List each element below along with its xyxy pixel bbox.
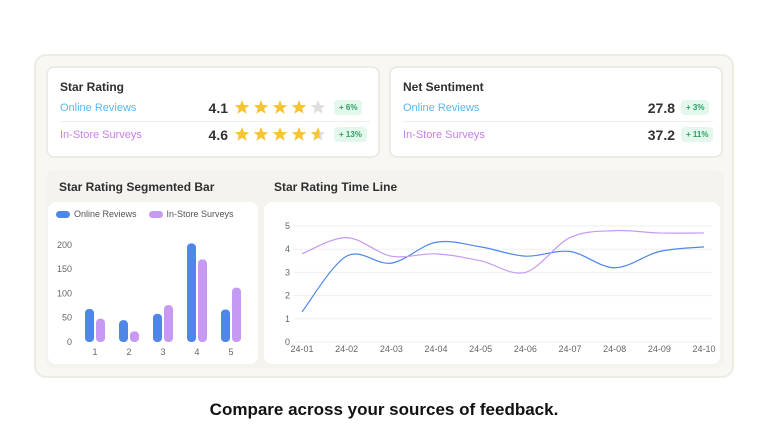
star-rating-instore-value: 4.6 xyxy=(208,127,228,143)
y-tick-label: 150 xyxy=(57,264,72,274)
net-sentiment-online-value: 27.8 xyxy=(647,100,675,116)
y-tick-label: 200 xyxy=(57,240,72,250)
y-tick-label: 3 xyxy=(285,267,290,277)
bar-online xyxy=(153,313,162,342)
x-tick-label: 24-06 xyxy=(514,344,537,354)
x-tick-label: 24-07 xyxy=(558,344,581,354)
x-tick-label: 5 xyxy=(228,347,233,357)
star-icon xyxy=(234,127,250,141)
net-sentiment-instore-badge: + 11% xyxy=(681,127,714,142)
x-tick-label: 3 xyxy=(160,347,165,357)
star-icon xyxy=(310,127,326,141)
star-icon xyxy=(253,100,269,114)
star-icon xyxy=(253,127,269,141)
y-tick-label: 4 xyxy=(285,244,290,254)
x-tick-label: 24-01 xyxy=(290,344,313,354)
x-tick-label: 24-05 xyxy=(469,344,492,354)
star-rating-online-label: Online Reviews xyxy=(60,102,137,114)
line-online xyxy=(301,240,705,313)
star-icon xyxy=(310,100,326,114)
legend-swatch-online xyxy=(56,210,70,218)
star-rating-instore-badge: + 13% xyxy=(334,127,367,142)
star-rating-online-value: 4.1 xyxy=(208,100,228,116)
y-tick-label: 100 xyxy=(57,288,72,298)
net-sentiment-online-label: Online Reviews xyxy=(403,102,480,114)
star-rating-instore-label: In-Store Surveys xyxy=(60,129,142,141)
star-rating-title: Star Rating xyxy=(60,80,125,94)
bar-instore xyxy=(232,287,241,342)
y-tick-label: 0 xyxy=(67,337,72,347)
bar-online xyxy=(221,309,230,342)
x-tick-label: 2 xyxy=(126,347,131,357)
x-tick-label: 24-03 xyxy=(380,344,403,354)
net-sentiment-instore-label: In-Store Surveys xyxy=(403,129,485,141)
segmented-bar-card: Online Reviews In-Store Surveys 0 50 100 15… xyxy=(48,202,258,364)
star-icon xyxy=(272,100,288,114)
legend-label-instore: In-Store Surveys xyxy=(166,209,234,219)
bar-online xyxy=(119,320,128,342)
star-rating-divider xyxy=(60,121,370,122)
star-icon xyxy=(234,100,250,114)
legend-label-online: Online Reviews xyxy=(74,209,137,219)
x-tick-label: 1 xyxy=(92,347,97,357)
bar-instore xyxy=(164,305,173,342)
y-tick-label: 2 xyxy=(285,291,290,301)
bar-instore xyxy=(130,331,139,342)
timeline-card: 0 1 2 3 4 5 24-01 24-02 24-03 24-04 24-05 24-06 24-0… xyxy=(264,202,720,364)
star-icon xyxy=(272,127,288,141)
y-tick-label: 1 xyxy=(285,314,290,324)
bar-instore xyxy=(96,318,105,342)
x-tick-label: 24-10 xyxy=(692,344,715,354)
net-sentiment-divider xyxy=(403,121,713,122)
y-tick-label: 50 xyxy=(62,313,72,323)
bar-instore xyxy=(198,259,207,342)
x-tick-label: 24-04 xyxy=(424,344,447,354)
bar-legend: Online Reviews In-Store Surveys xyxy=(56,209,242,219)
y-tick-label: 5 xyxy=(285,221,290,231)
segmented-bar-chart: 0 50 100 150 200 1 2 3 4 5 xyxy=(57,240,241,357)
legend-swatch-instore xyxy=(148,210,163,218)
star-rating-online-stars xyxy=(234,99,326,115)
net-sentiment-online-badge: + 3% xyxy=(681,100,710,115)
star-icon xyxy=(291,127,307,141)
charts-panel: Star Rating Segmented Bar Star Rating Ti… xyxy=(46,170,724,368)
bar-online xyxy=(85,308,94,342)
timeline-chart: 0 1 2 3 4 5 24-01 24-02 24-03 24-04 24-05 24-06 24-0… xyxy=(285,221,716,354)
net-sentiment-title: Net Sentiment xyxy=(403,80,484,94)
star-icon xyxy=(291,100,307,114)
x-tick-label: 24-02 xyxy=(335,344,358,354)
x-tick-label: 4 xyxy=(194,347,199,357)
star-rating-instore-stars xyxy=(234,126,326,142)
star-rating-card: Star Rating Online Reviews 4.1 + 6% In-S… xyxy=(46,66,380,158)
dashboard-frame: Star Rating Online Reviews 4.1 + 6% In-S… xyxy=(34,54,734,378)
y-tick-label: 0 xyxy=(285,337,290,347)
x-tick-label: 24-08 xyxy=(603,344,626,354)
star-rating-online-badge: + 6% xyxy=(334,100,363,115)
segmented-bar-title: Star Rating Segmented Bar xyxy=(59,180,215,194)
bar-online xyxy=(187,243,196,342)
timeline-title: Star Rating Time Line xyxy=(274,180,398,194)
line-instore xyxy=(301,229,705,274)
tagline: Compare across your sources of feedback. xyxy=(209,400,559,419)
net-sentiment-card: Net Sentiment Online Reviews 27.8 + 3% I… xyxy=(389,66,723,158)
net-sentiment-instore-value: 37.2 xyxy=(647,127,675,143)
x-tick-label: 24-09 xyxy=(648,344,671,354)
